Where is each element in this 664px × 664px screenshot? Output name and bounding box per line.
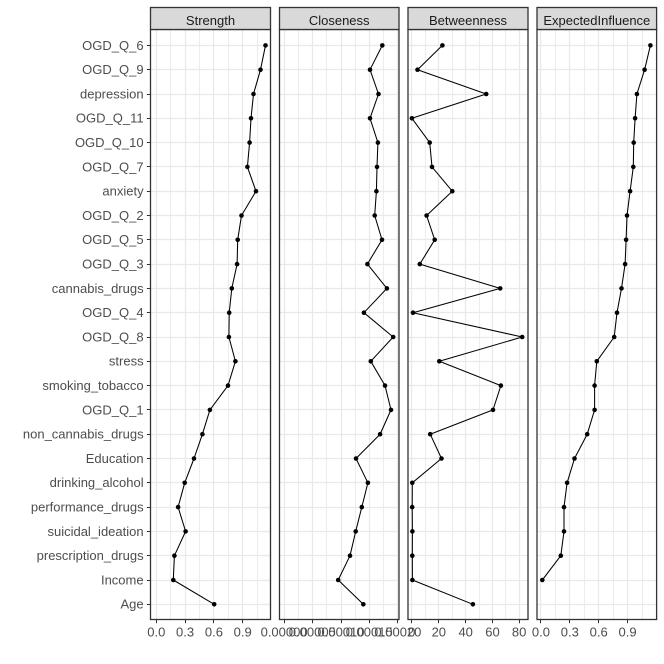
svg-text:Closeness: Closeness bbox=[309, 13, 370, 28]
svg-text:0.00005: 0.00005 bbox=[289, 625, 336, 640]
svg-text:0.3: 0.3 bbox=[176, 625, 194, 640]
svg-text:OGD_Q_4: OGD_Q_4 bbox=[82, 305, 143, 320]
svg-text:80: 80 bbox=[512, 625, 526, 640]
svg-text:OGD_Q_7: OGD_Q_7 bbox=[82, 159, 143, 174]
svg-text:OGD_Q_10: OGD_Q_10 bbox=[75, 135, 144, 150]
svg-text:0.0: 0.0 bbox=[532, 625, 550, 640]
svg-text:drinking_alcohol: drinking_alcohol bbox=[50, 475, 144, 490]
svg-text:stress: stress bbox=[109, 354, 144, 369]
svg-text:OGD_Q_1: OGD_Q_1 bbox=[82, 402, 143, 417]
svg-text:Education: Education bbox=[86, 451, 144, 466]
svg-text:suicidal_ideation: suicidal_ideation bbox=[47, 524, 143, 539]
svg-text:20: 20 bbox=[432, 625, 446, 640]
svg-text:non_cannabis_drugs: non_cannabis_drugs bbox=[23, 427, 144, 442]
svg-text:OGD_Q_3: OGD_Q_3 bbox=[82, 257, 143, 272]
svg-text:0: 0 bbox=[408, 625, 415, 640]
svg-text:OGD_Q_2: OGD_Q_2 bbox=[82, 208, 143, 223]
svg-text:OGD_Q_11: OGD_Q_11 bbox=[76, 111, 144, 126]
svg-text:ExpectedInfluence: ExpectedInfluence bbox=[543, 13, 650, 28]
svg-text:40: 40 bbox=[458, 625, 472, 640]
svg-text:0.00015: 0.00015 bbox=[346, 625, 393, 640]
svg-text:Strength: Strength bbox=[186, 13, 235, 28]
svg-text:OGD_Q_6: OGD_Q_6 bbox=[82, 38, 143, 53]
svg-text:OGD_Q_9: OGD_Q_9 bbox=[82, 62, 143, 77]
svg-text:0.6: 0.6 bbox=[205, 625, 223, 640]
svg-text:0.0: 0.0 bbox=[147, 625, 165, 640]
svg-text:depression: depression bbox=[80, 86, 144, 101]
svg-text:0.3: 0.3 bbox=[561, 625, 579, 640]
svg-text:Age: Age bbox=[120, 597, 143, 612]
svg-text:smoking_tobacco: smoking_tobacco bbox=[42, 378, 143, 393]
svg-text:0.6: 0.6 bbox=[590, 625, 608, 640]
svg-text:0.00000: 0.00000 bbox=[261, 625, 308, 640]
svg-text:cannabis_drugs: cannabis_drugs bbox=[52, 281, 144, 296]
svg-text:0.00020: 0.00020 bbox=[374, 625, 421, 640]
svg-text:anxiety: anxiety bbox=[102, 184, 144, 199]
svg-text:OGD_Q_5: OGD_Q_5 bbox=[82, 232, 143, 247]
svg-text:OGD_Q_8: OGD_Q_8 bbox=[82, 329, 143, 344]
svg-text:Income: Income bbox=[101, 572, 144, 587]
svg-text:0.9: 0.9 bbox=[234, 625, 252, 640]
svg-text:performance_drugs: performance_drugs bbox=[31, 500, 144, 515]
svg-text:prescription_drugs: prescription_drugs bbox=[37, 548, 144, 563]
svg-text:Betweenness: Betweenness bbox=[429, 13, 508, 28]
svg-text:0.00010: 0.00010 bbox=[318, 625, 365, 640]
svg-text:0.9: 0.9 bbox=[619, 625, 637, 640]
svg-text:60: 60 bbox=[485, 625, 499, 640]
